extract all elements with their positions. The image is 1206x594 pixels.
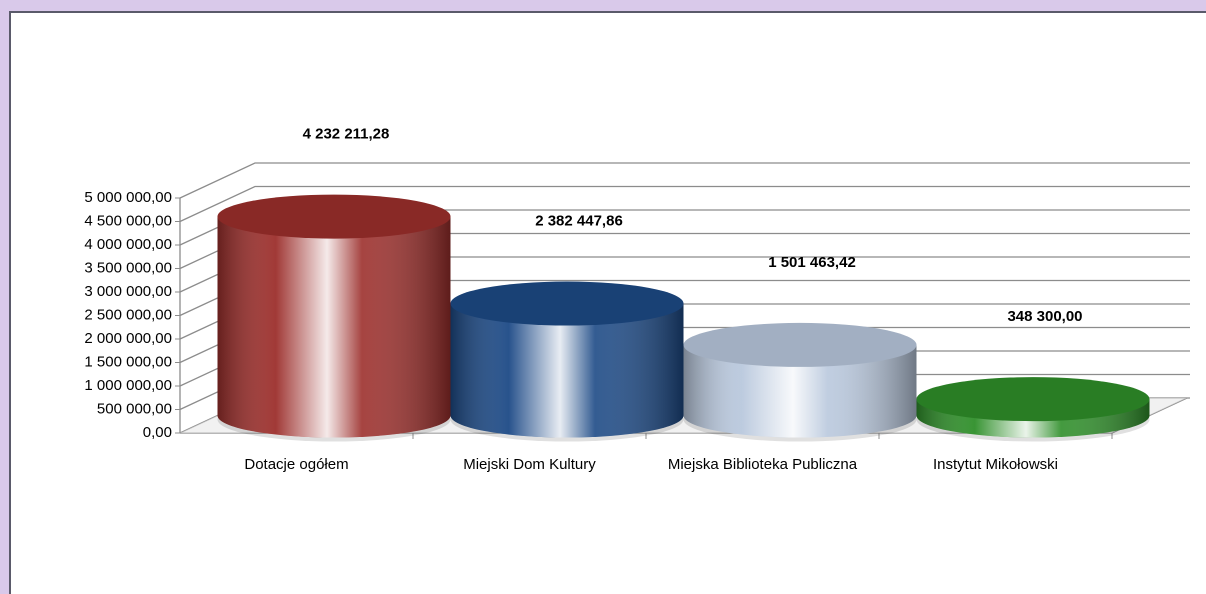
value-label: 2 382 447,86 [535,212,623,229]
value-label: 4 232 211,28 [303,126,390,143]
bar-top-shade [683,322,917,367]
y-tick-label: 1 000 000,00 [84,377,172,394]
bar-top-shade [916,377,1150,422]
y-tick-label: 500 000,00 [97,400,172,417]
y-tick-label: 0,00 [143,424,172,441]
grid-line [179,162,1190,199]
x-tick-label: Miejski Dom Kultury [463,456,596,473]
bar-top [916,377,1150,422]
bar-top-shade [217,194,451,239]
grid-line [179,185,1190,223]
y-tick-label: 3 500 000,00 [84,259,172,276]
bar-top-shade [450,281,684,326]
bar-top [217,194,451,239]
y-tick-label: 4 500 000,00 [84,212,172,229]
x-tick-label: Miejska Biblioteka Publiczna [668,456,858,473]
y-tick-label: 2 000 000,00 [84,330,172,347]
bar-top [450,281,684,326]
x-tick-label: Dotacje ogółem [244,456,348,473]
bar-shine [217,216,451,438]
value-label: 1 501 463,42 [768,254,856,271]
bar-shine [450,303,684,438]
y-tick-label: 1 500 000,00 [84,353,172,370]
y-tick-label: 2 500 000,00 [84,306,172,323]
y-tick-label: 4 000 000,00 [84,236,172,253]
value-label: 348 300,00 [1007,308,1082,325]
y-tick-label: 5 000 000,00 [84,189,172,206]
x-tick-label: Instytut Mikołowski [933,456,1058,473]
bar-top [683,322,917,367]
y-tick-label: 3 000 000,00 [84,283,172,300]
bar-shine [683,344,917,438]
